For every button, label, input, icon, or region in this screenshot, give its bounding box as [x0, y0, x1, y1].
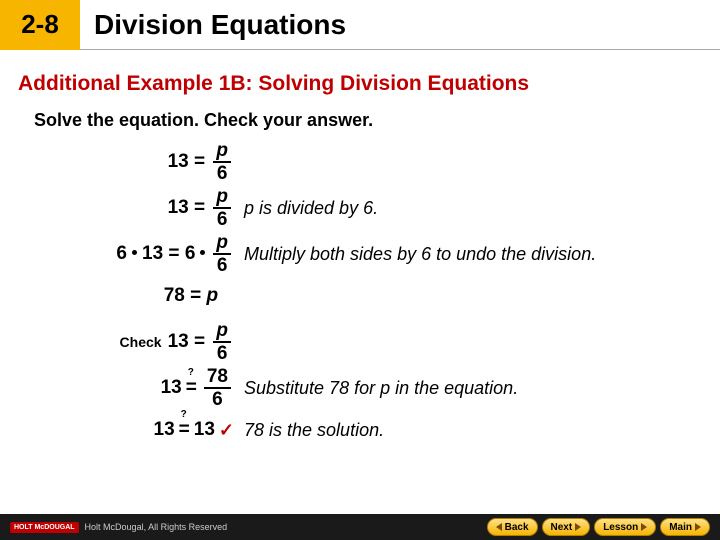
mult-6: 6: [116, 243, 127, 265]
dot-icon: [132, 250, 137, 255]
den-6: 6: [214, 163, 231, 183]
equals: =: [168, 243, 179, 265]
chevron-right-icon: [695, 523, 701, 531]
equation-row: 13 = p 6 p is divided by 6.: [34, 187, 720, 229]
mult-6: 6: [185, 243, 196, 265]
lesson-button[interactable]: Lesson: [594, 518, 656, 536]
num-13: 13: [168, 331, 189, 353]
note-substitute: Substitute 78 for p in the equation.: [244, 378, 518, 399]
chevron-left-icon: [496, 523, 502, 531]
num-78: 78: [164, 285, 185, 307]
num-13: 13: [142, 243, 163, 265]
equals: =: [194, 197, 205, 219]
num-13: 13: [168, 151, 189, 173]
fraction-p-over-6: p 6: [213, 141, 231, 183]
num-13: 13: [161, 377, 182, 399]
fraction-p-over-6: p 6: [213, 187, 231, 229]
dot-icon: [200, 250, 205, 255]
instruction-text: Solve the equation. Check your answer.: [34, 110, 720, 131]
nav-buttons: Back Next Lesson Main: [487, 518, 710, 536]
copyright-text: Holt McDougal, All Rights Reserved: [85, 522, 228, 532]
check-label: Check: [120, 334, 162, 350]
next-label: Next: [551, 522, 573, 533]
worked-example: 13 = p 6 13 = p 6 p is divided by 6. 6 1…: [34, 141, 720, 447]
question-equals: ?=: [186, 377, 197, 399]
equals: =: [194, 151, 205, 173]
var-p: p: [213, 233, 231, 255]
var-p: p: [213, 321, 231, 343]
publisher-logo: HOLT McDOUGAL: [10, 522, 79, 533]
fraction-p-over-6: p 6: [213, 233, 231, 275]
note-multiply: Multiply both sides by 6 to undo the div…: [244, 244, 596, 265]
header-bar: 2-8 Division Equations: [0, 0, 720, 50]
footer-bar: HOLT McDOUGAL Holt McDougal, All Rights …: [0, 514, 720, 540]
fraction-78-over-6: 78 6: [204, 367, 231, 409]
num-13: 13: [194, 419, 215, 441]
den-6: 6: [214, 343, 231, 363]
chevron-right-icon: [641, 523, 647, 531]
check-row: 13 ?= 13 ✓ 78 is the solution.: [34, 413, 720, 447]
lesson-label: Lesson: [603, 522, 638, 533]
check-row: Check 13 = p 6: [34, 321, 720, 363]
back-label: Back: [505, 522, 529, 533]
copyright: HOLT McDOUGAL Holt McDougal, All Rights …: [10, 522, 227, 533]
checkmark-icon: ✓: [219, 420, 234, 441]
var-p: p: [213, 187, 231, 209]
equation-row: 6 13 = 6 p 6 Multiply both sides by 6 to…: [34, 233, 720, 275]
var-p: p: [213, 141, 231, 163]
den-6: 6: [214, 209, 231, 229]
chapter-title: Division Equations: [94, 9, 346, 41]
check-row: 13 ?= 78 6 Substitute 78 for p in the eq…: [34, 367, 720, 409]
var-p: p: [207, 285, 219, 307]
equation-row: 78 = p: [34, 279, 720, 313]
chevron-right-icon: [575, 523, 581, 531]
back-button[interactable]: Back: [487, 518, 538, 536]
num-13: 13: [154, 419, 175, 441]
num-13: 13: [168, 197, 189, 219]
equals: =: [190, 285, 201, 307]
example-subtitle: Additional Example 1B: Solving Division …: [18, 72, 702, 96]
den-6: 6: [209, 389, 226, 409]
note-solution: 78 is the solution.: [244, 420, 384, 441]
note-divided: p is divided by 6.: [244, 198, 378, 219]
equation-row: 13 = p 6: [34, 141, 720, 183]
lesson-badge: 2-8: [0, 0, 80, 50]
main-label: Main: [669, 522, 692, 533]
next-button[interactable]: Next: [542, 518, 591, 536]
equals: =: [194, 331, 205, 353]
fraction-p-over-6: p 6: [213, 321, 231, 363]
main-button[interactable]: Main: [660, 518, 710, 536]
num-78: 78: [204, 367, 231, 389]
question-equals: ?=: [179, 419, 190, 441]
den-6: 6: [214, 255, 231, 275]
